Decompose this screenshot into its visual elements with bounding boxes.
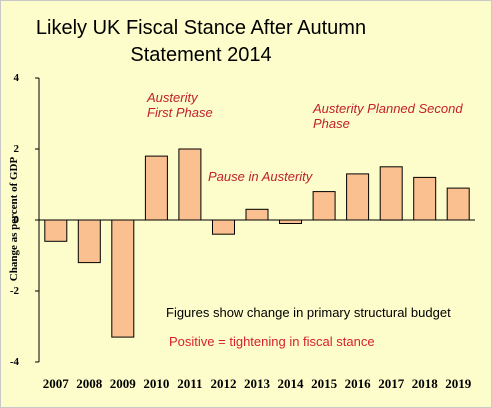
x-tick-label: 2012 <box>211 376 237 391</box>
bar-2010 <box>144 155 168 221</box>
annotation-first-phase-line-2: First Phase <box>147 105 213 120</box>
y-tick-label: -2 <box>10 285 20 297</box>
bar-2008 <box>77 219 101 264</box>
x-tick-label: 2017 <box>378 376 405 391</box>
y-tick-label: -4 <box>10 356 20 368</box>
bar-2019 <box>446 187 470 221</box>
axes-group <box>35 77 475 363</box>
y-axis-label: Change as percent of GDP <box>8 157 20 282</box>
x-tick-label: 2014 <box>278 376 305 391</box>
annotation-first-phase-line-1: Austerity <box>146 90 199 105</box>
bar-2015 <box>312 191 336 221</box>
x-tick-label: 2008 <box>76 376 103 391</box>
bar-2011 <box>178 148 202 221</box>
y-tick-label: 2 <box>14 143 20 155</box>
x-tick-label: 2009 <box>110 376 137 391</box>
bar-2009 <box>111 219 135 338</box>
x-tick-labels: 2007 2008 2009 2010 2011 2012 2013 2014 2015 2016… <box>43 376 472 391</box>
x-tick-label: 2019 <box>445 376 472 391</box>
x-tick-label: 2018 <box>412 376 439 391</box>
bar-2013 <box>245 208 269 221</box>
y-tick-label: 0 <box>14 214 20 226</box>
annotation-second-phase-line-1: Austerity Planned Second <box>312 101 463 116</box>
bar-2007 <box>44 219 68 242</box>
x-tick-label: 2015 <box>311 376 338 391</box>
x-tick-label: 2010 <box>143 376 169 391</box>
x-tick-label: 2011 <box>177 376 202 391</box>
y-tick-labels: 4 2 0 -2 -4 <box>10 72 20 368</box>
x-tick-label: 2016 <box>345 376 372 391</box>
bar-2016 <box>346 173 370 221</box>
annotation-second-phase-line-2: Phase <box>313 116 350 131</box>
bar-2018 <box>413 176 437 221</box>
x-tick-label: 2013 <box>244 376 271 391</box>
y-tick-label: 4 <box>14 72 20 84</box>
bar-2012 <box>212 219 235 235</box>
chart-title-line-2: Statement 2014 <box>130 44 271 66</box>
note-positive-tightening: Positive = tightening in fiscal stance <box>169 334 375 349</box>
annotation-pause: Pause in Austerity <box>208 169 314 184</box>
bar-2017 <box>379 166 403 221</box>
note-primary-structural: Figures show change in primary structura… <box>166 305 451 320</box>
chart-title-line-1: Likely UK Fiscal Stance After Autumn <box>36 17 366 39</box>
x-tick-label: 2007 <box>43 376 70 391</box>
bar-2014 <box>279 219 302 224</box>
